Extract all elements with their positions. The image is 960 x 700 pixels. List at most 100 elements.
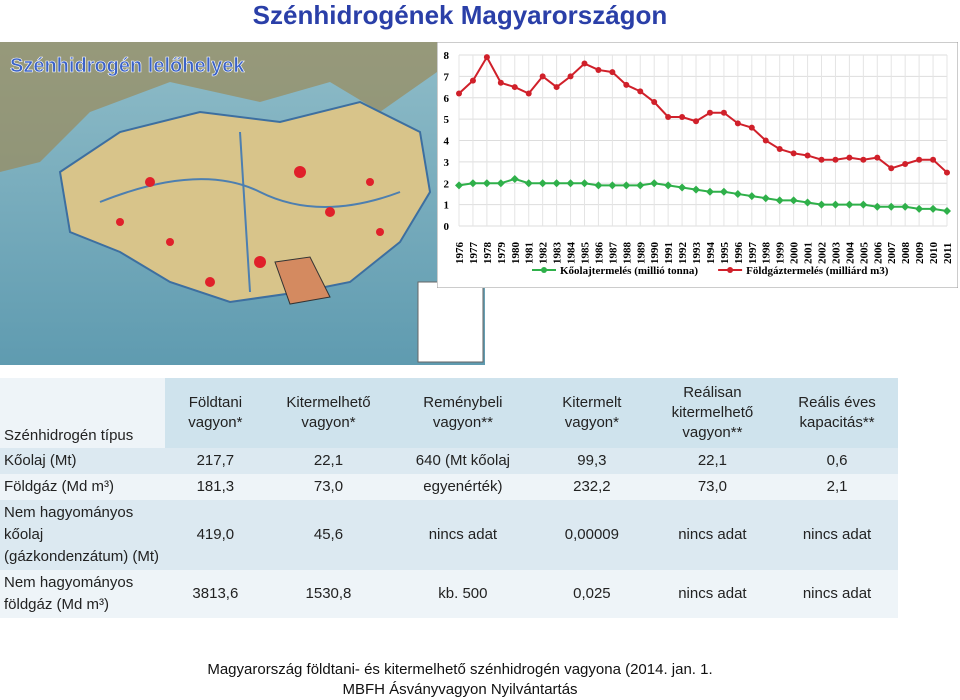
x-tick-label: 1998	[761, 242, 773, 265]
x-tick-label: 2004	[844, 242, 856, 265]
cell: 22,1	[648, 448, 777, 474]
data-point	[524, 179, 533, 188]
table-row: Nem hagyományos földgáz (Md m³) 3813,6 153…	[0, 570, 898, 618]
data-point	[552, 179, 561, 188]
data-point	[832, 156, 839, 163]
x-tick-label: 1988	[621, 242, 633, 265]
data-point	[566, 179, 575, 188]
data-point	[553, 84, 560, 91]
row-header: Földgáz (Md m³)	[0, 474, 165, 500]
data-point	[623, 81, 630, 88]
map-legend	[417, 281, 484, 363]
legend-marker	[727, 267, 734, 273]
data-point	[636, 181, 645, 190]
data-point	[595, 66, 602, 73]
data-point	[747, 192, 756, 201]
cell: 181,3	[164, 474, 267, 500]
data-point	[705, 187, 714, 196]
data-point	[818, 156, 825, 163]
x-tick-label: 1984	[566, 242, 578, 265]
data-point	[482, 179, 491, 188]
x-tick-label: 1996	[733, 242, 745, 265]
cell: 3813,6	[164, 570, 267, 618]
data-point	[915, 204, 924, 213]
data-point	[873, 202, 882, 211]
data-point	[846, 154, 853, 161]
data-point	[608, 181, 617, 190]
data-point	[609, 69, 616, 76]
data-point	[664, 181, 673, 190]
data-point	[637, 88, 644, 95]
terrain	[0, 42, 437, 172]
data-point	[580, 179, 589, 188]
y-tick-label: 5	[444, 114, 450, 126]
slide-title: Szénhidrogének Magyarországon	[252, 0, 668, 30]
cell: 232,2	[535, 474, 649, 500]
cell: nincs adat	[648, 500, 777, 570]
x-tick-label: 1991	[663, 242, 675, 264]
data-point	[483, 54, 490, 61]
data-point	[511, 84, 518, 91]
data-point	[748, 124, 755, 131]
cell: 73,0	[266, 474, 391, 500]
data-point	[496, 179, 505, 188]
x-tick-label: 1993	[691, 242, 703, 265]
cell: egyenérték)	[390, 474, 536, 500]
data-point	[902, 161, 909, 168]
data-table: Szénhidrogén típus Földtani vagyon* Kiterm…	[0, 378, 898, 618]
table-row: Földgáz (Md m³) 181,3 73,0 egyenérték) 232,2…	[0, 474, 898, 500]
data-point	[831, 200, 840, 209]
data-point	[510, 174, 519, 183]
legend-marker	[541, 267, 547, 273]
data-point	[679, 113, 686, 120]
column-header: Kitermelt vagyon*	[535, 378, 649, 448]
river	[239, 131, 251, 293]
chart-frame	[437, 42, 958, 288]
data-point	[817, 200, 826, 209]
data-point	[650, 179, 659, 188]
data-point	[469, 77, 476, 84]
river	[99, 178, 401, 208]
x-tick-label: 2011	[942, 243, 954, 264]
cell: 2,1	[776, 474, 898, 500]
data-point	[456, 90, 462, 97]
table-row: Kőolaj (Mt) 217,7 22,1 640 (Mt kőolaj 99,3 22…	[0, 448, 898, 474]
data-point	[761, 194, 770, 203]
x-tick-label: 1995	[719, 242, 731, 265]
x-tick-label: 1978	[482, 242, 494, 265]
data-point	[916, 156, 923, 163]
map-label: Szénhidrogén lelőhelyek	[10, 55, 245, 77]
data-point	[901, 202, 910, 211]
data-point	[845, 200, 854, 209]
footer-line: Magyarország földtani- és kitermelhető s…	[207, 661, 713, 678]
y-tick-label: 7	[444, 71, 450, 83]
cell: 217,7	[164, 448, 267, 474]
cell: 73,0	[648, 474, 777, 500]
data-point	[874, 154, 881, 161]
area	[274, 256, 331, 305]
data-point	[762, 137, 769, 144]
y-tick-label: 3	[444, 157, 450, 169]
footer-line: MBFH Ásványvagyon Nyilvántartás	[342, 681, 578, 698]
data-point	[706, 109, 713, 116]
data-point	[803, 198, 812, 207]
cell: nincs adat	[776, 570, 898, 618]
data-point	[651, 99, 658, 106]
footer: Magyarország földtani- és kitermelhető s…	[0, 660, 920, 700]
row-header: Kőolaj (Mt)	[0, 448, 165, 474]
x-tick-label: 1976	[454, 242, 466, 265]
x-tick-label: 1983	[552, 242, 564, 265]
x-tick-label: 2001	[803, 242, 815, 264]
data-point	[581, 60, 588, 67]
data-point	[733, 189, 742, 198]
x-tick-label: 1989	[635, 242, 647, 265]
column-header: Reális éves kapacitás**	[776, 378, 898, 448]
y-tick-label: 1	[444, 200, 450, 212]
y-tick-label: 6	[444, 93, 450, 105]
cell: 0,6	[776, 448, 898, 474]
x-tick-label: 1982	[538, 242, 550, 265]
row-header: Nem hagyományos kőolaj (gázkondenzátum) …	[0, 500, 165, 570]
cell: 99,3	[535, 448, 649, 474]
x-tick-label: 1980	[510, 242, 522, 265]
